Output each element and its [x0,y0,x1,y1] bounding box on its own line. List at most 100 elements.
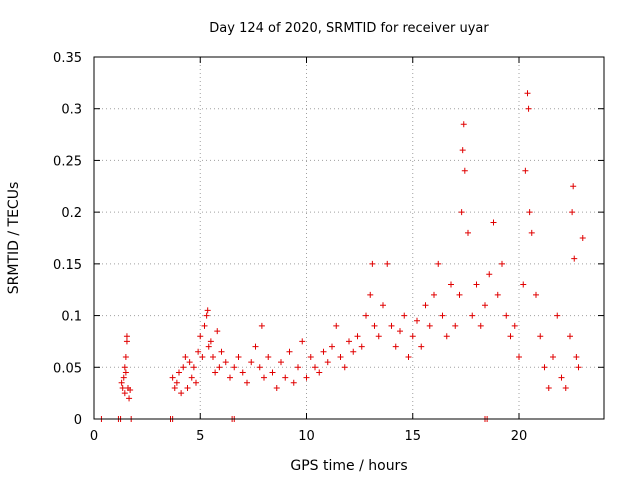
data-point [414,317,420,324]
data-point [528,229,535,236]
data-point [537,333,544,340]
data-point [299,338,306,345]
data-point [369,260,376,267]
data-point [524,90,531,97]
y-tick-label: 0.2 [61,206,82,221]
data-point [469,312,476,319]
data-point [459,147,466,154]
data-point [169,374,176,381]
data-point [579,235,586,241]
data-point [227,374,233,381]
data-point [569,209,576,216]
data-point [363,312,369,319]
y-axis-label: SRMTID / TECUs [6,182,22,295]
data-point [214,328,221,335]
y-tick-label: 0.25 [53,154,82,169]
data-point [392,343,399,350]
data-point [212,369,219,376]
data-point [252,343,259,350]
data-point [320,348,327,355]
x-axis-label: GPS time / hours [290,458,407,474]
data-point [122,369,129,376]
chart-title: Day 124 of 2020, SRMTID for receiver uya… [209,21,489,36]
data-point [571,255,578,262]
data-point [375,333,382,340]
data-point [520,281,527,288]
data-point [550,353,556,360]
data-point [473,281,480,288]
data-point [452,322,459,329]
data-point [197,333,204,340]
data-point [329,343,335,350]
axis-ticks [93,56,604,420]
data-point [431,291,437,298]
data-point [443,333,450,340]
data-point [494,291,501,298]
data-point [482,302,488,309]
data-point [231,364,238,371]
data-point [120,374,127,381]
data-point [456,291,463,298]
data-point [205,343,212,350]
data-point [216,364,223,371]
data-point [218,348,225,355]
data-point [371,322,378,329]
x-tick-label: 10 [298,429,315,444]
data-point [533,291,539,298]
y-tick-label: 0.3 [61,103,82,118]
data-point [354,333,361,340]
data-point [367,291,374,298]
x-tick-label: 5 [196,429,204,444]
data-point [273,384,280,391]
data-point [182,353,189,360]
data-point [567,333,573,340]
data-point [516,353,522,360]
data-point [503,312,510,319]
data-point [303,374,310,381]
data-point [178,390,185,397]
data-point [526,209,533,216]
data-point [121,364,128,371]
data-point [397,328,403,335]
x-tick-label: 15 [404,429,421,444]
y-tick-label: 0 [74,413,82,428]
data-point [541,364,548,371]
data-point [195,348,202,355]
data-point [122,353,129,360]
data-point [127,387,134,394]
data-point [119,384,126,391]
data-point [545,384,552,391]
data-point [418,343,425,350]
data-point [460,121,467,128]
data-point [401,312,408,319]
data-point [570,183,577,190]
data-point [126,395,133,402]
data-point [123,333,130,340]
data-point [499,260,505,267]
data-point [465,229,471,236]
data-point [507,333,514,340]
data-point [207,338,214,345]
data-point [248,359,255,366]
data-point [358,343,365,350]
data-point [256,364,263,371]
data-point [307,353,314,360]
data-point [426,322,433,329]
data-point [388,322,395,329]
x-tick-label: 20 [511,429,528,444]
data-point [261,374,267,381]
data-point [346,338,352,345]
data-point [186,359,193,366]
y-tick-label: 0.15 [53,258,82,273]
data-point [193,379,199,386]
data-point [477,322,484,329]
data-point [316,369,323,376]
data-point [409,333,416,340]
data-point [384,260,391,267]
data-point [522,167,529,174]
data-point [123,338,130,345]
data-point [235,353,242,360]
y-tick-label: 0.35 [53,51,82,66]
data-point [461,167,468,174]
